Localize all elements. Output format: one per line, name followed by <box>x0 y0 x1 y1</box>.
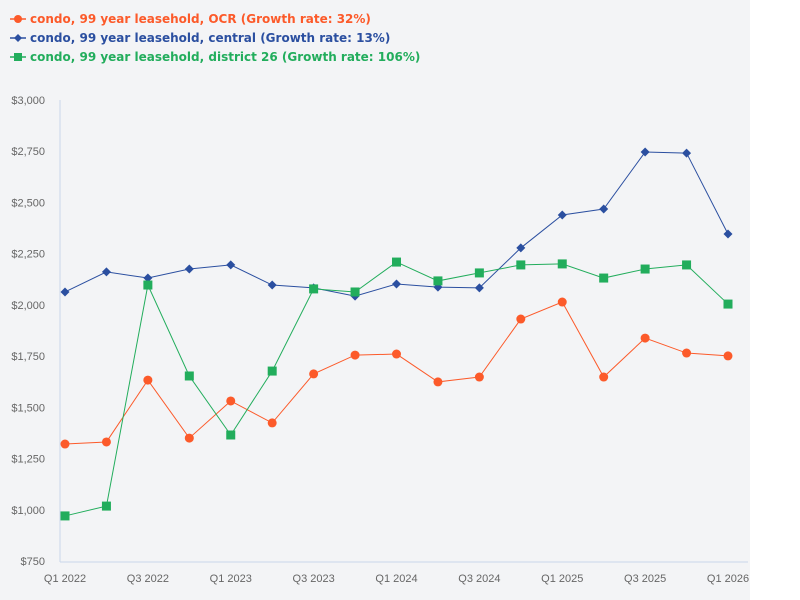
x-tick-label: Q3 2023 <box>293 573 335 585</box>
y-tick-label: $1,000 <box>11 505 45 517</box>
chart-background <box>0 0 750 600</box>
data-point-series-2 <box>143 273 153 283</box>
data-point-series-3 <box>516 260 526 270</box>
y-tick-label: $2,750 <box>11 146 45 158</box>
y-tick-label: $1,750 <box>11 351 45 363</box>
data-point-series-1 <box>184 433 194 443</box>
data-point-series-2 <box>101 267 111 277</box>
data-point-series-2 <box>267 280 277 290</box>
series-line-1 <box>64 301 729 445</box>
x-tick-label: Q3 2022 <box>127 573 169 585</box>
data-point-series-1 <box>309 369 319 379</box>
x-tick-label: Q1 2026 <box>707 573 749 585</box>
data-point-series-1 <box>226 396 236 406</box>
data-point-series-1 <box>267 418 277 428</box>
x-tick-label: Q3 2025 <box>624 573 666 585</box>
y-tick-label: $2,000 <box>11 300 45 312</box>
legend-label: condo, 99 year leasehold, central (Growt… <box>30 30 391 45</box>
data-point-series-2 <box>60 287 70 297</box>
x-tick-label: Q1 2023 <box>210 573 252 585</box>
data-point-series-1 <box>60 439 70 449</box>
legend-item[interactable]: condo, 99 year leasehold, central (Growt… <box>10 28 420 47</box>
data-point-series-2 <box>184 264 194 274</box>
data-point-series-2 <box>226 260 236 270</box>
data-point-series-3 <box>433 276 443 286</box>
y-tick-label: $1,500 <box>11 402 45 414</box>
y-tick-label: $2,500 <box>11 197 45 209</box>
data-point-series-3 <box>184 371 194 381</box>
data-point-series-3 <box>309 284 319 294</box>
data-point-series-2 <box>392 279 401 289</box>
data-point-series-2 <box>599 204 609 214</box>
legend-circle-icon <box>10 14 26 23</box>
data-point-series-1 <box>557 297 567 307</box>
legend-item[interactable]: condo, 99 year leasehold, OCR (Growth ra… <box>10 9 420 28</box>
data-point-series-3 <box>101 501 111 511</box>
data-point-series-3 <box>267 366 277 376</box>
data-point-series-3 <box>723 299 733 309</box>
legend-label: condo, 99 year leasehold, district 26 (G… <box>30 49 421 64</box>
legend: condo, 99 year leasehold, OCR (Growth ra… <box>10 9 420 66</box>
data-point-series-2 <box>474 283 484 293</box>
data-point-series-3 <box>557 259 567 269</box>
y-tick-label: $2,250 <box>11 249 45 261</box>
data-point-series-1 <box>474 372 484 382</box>
data-point-series-3 <box>599 273 609 283</box>
x-tick-label: Q3 2024 <box>458 573 500 585</box>
data-point-series-2 <box>682 148 692 158</box>
data-point-series-3 <box>60 511 70 521</box>
data-point-series-2 <box>723 229 733 239</box>
series-line-3 <box>64 261 729 517</box>
data-point-series-1 <box>640 333 650 343</box>
data-point-series-1 <box>433 377 443 387</box>
data-point-series-1 <box>350 350 360 360</box>
data-point-series-3 <box>392 257 401 267</box>
data-point-series-3 <box>143 280 153 290</box>
data-point-series-1 <box>599 372 609 382</box>
legend-square-icon <box>10 52 26 61</box>
data-point-series-1 <box>723 351 733 361</box>
data-point-series-3 <box>682 260 692 270</box>
data-point-series-3 <box>226 430 236 440</box>
legend-item[interactable]: condo, 99 year leasehold, district 26 (G… <box>10 47 420 66</box>
data-point-series-1 <box>682 348 692 358</box>
legend-diamond-icon <box>10 33 26 42</box>
y-tick-label: $750 <box>21 556 45 568</box>
series-line-2 <box>64 151 729 297</box>
data-point-series-2 <box>557 210 567 220</box>
data-point-series-3 <box>350 287 360 297</box>
data-point-series-1 <box>516 314 526 324</box>
data-point-series-1 <box>101 437 111 447</box>
x-tick-label: Q1 2025 <box>541 573 583 585</box>
data-point-series-1 <box>143 375 153 385</box>
data-point-series-3 <box>474 268 484 278</box>
y-tick-label: $3,000 <box>11 95 45 107</box>
data-point-series-3 <box>640 264 650 274</box>
x-tick-label: Q1 2022 <box>44 573 86 585</box>
legend-label: condo, 99 year leasehold, OCR (Growth ra… <box>30 11 371 26</box>
data-point-series-2 <box>516 243 526 253</box>
data-point-series-1 <box>392 349 401 359</box>
x-tick-label: Q1 2024 <box>375 573 417 585</box>
data-point-series-2 <box>640 147 650 157</box>
y-tick-label: $1,250 <box>11 454 45 466</box>
